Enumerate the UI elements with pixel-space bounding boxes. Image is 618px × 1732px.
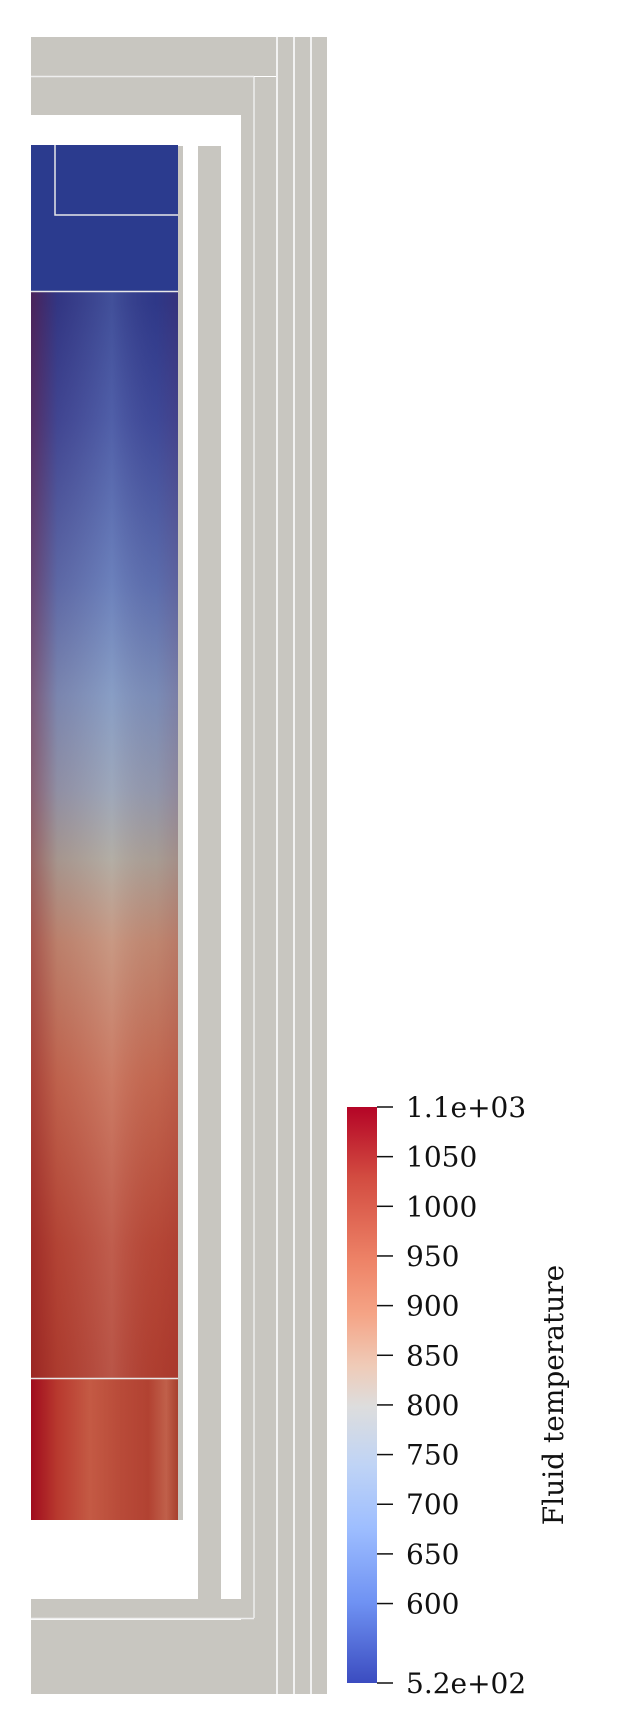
colorbar-gradient [347, 1107, 377, 1683]
colorbar-ticks: 1.1e+03 1050 1000 950 900 850 800 750 700 650 600 5… [377, 1091, 526, 1700]
colorbar-tick-label: 800 [406, 1389, 459, 1422]
vessel-shell-3 [312, 37, 327, 1694]
colorbar-tick-label: 700 [406, 1488, 459, 1521]
colorbar-tick-label: 750 [406, 1439, 459, 1472]
top-cap-outer [31, 37, 276, 76]
colorbar-tick-label: 1000 [406, 1190, 477, 1223]
vessel-shell-1 [278, 37, 293, 1694]
colorbar: 1.1e+03 1050 1000 950 900 850 800 750 700 650 600 5… [347, 1091, 570, 1700]
vessel-inner-wall [241, 77, 276, 1694]
solid-structures [31, 37, 327, 1694]
colorbar-tick-label: 1.1e+03 [406, 1091, 526, 1124]
bottom-cap [31, 1620, 276, 1694]
colorbar-title: Fluid temperature [537, 1265, 570, 1525]
lower-plenum [31, 1378, 178, 1520]
downcomer-plate [198, 146, 221, 1599]
colorbar-tick-label: 650 [406, 1538, 459, 1571]
vessel-shell-2 [295, 37, 310, 1694]
fluid-domain [31, 145, 178, 1520]
colorbar-tick-label: 600 [406, 1588, 459, 1621]
colorbar-tick-label: 900 [406, 1290, 459, 1323]
colorbar-tick-label: 1050 [406, 1141, 477, 1174]
colorbar-tick-label: 5.2e+02 [406, 1667, 526, 1700]
upper-plenum [31, 145, 178, 291]
bottom-reflector [31, 1599, 244, 1618]
riser-edge [178, 146, 183, 1520]
fluid-core-shading [31, 145, 178, 1520]
colorbar-tick-label: 850 [406, 1339, 459, 1372]
top-reflector [31, 77, 244, 115]
colorbar-tick-label: 950 [406, 1240, 459, 1273]
